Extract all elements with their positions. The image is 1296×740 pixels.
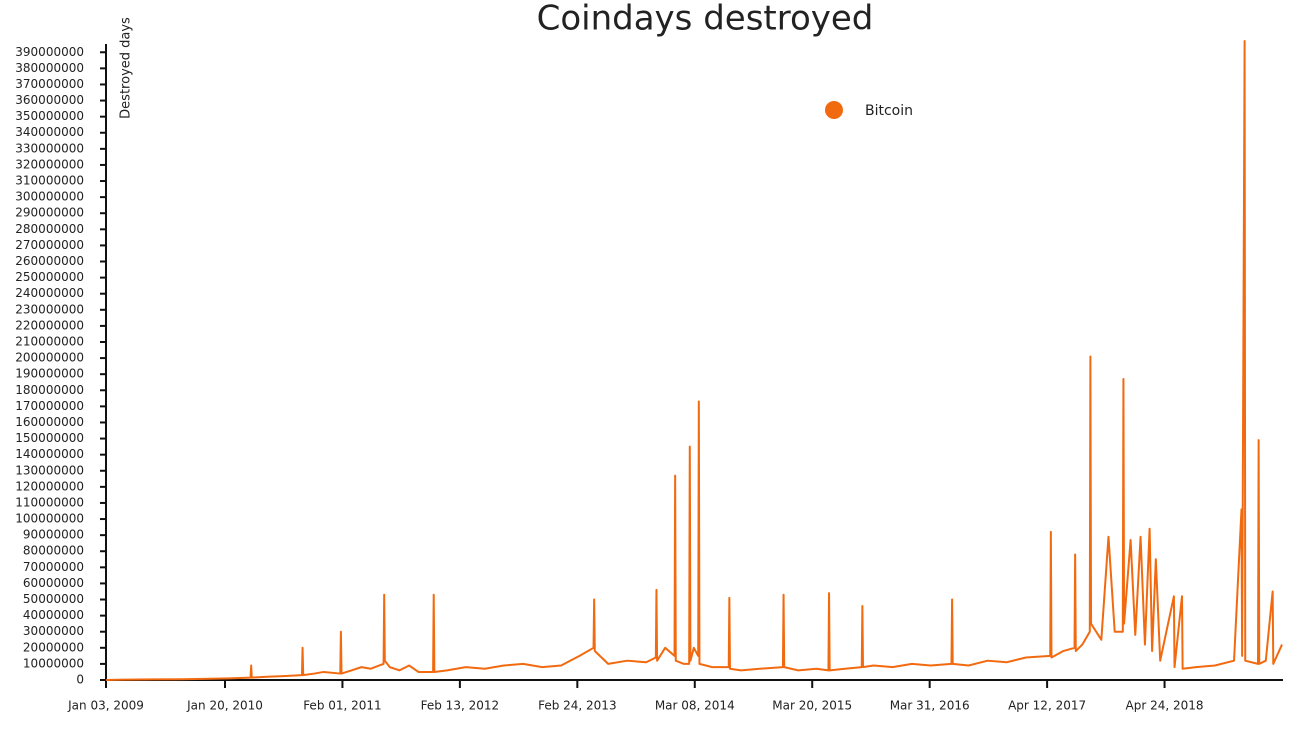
y-tick-label: 340000000 bbox=[15, 125, 84, 139]
legend-label: Bitcoin bbox=[865, 103, 913, 119]
y-tick-label: 30000000 bbox=[23, 624, 84, 638]
x-tick-label: Feb 01, 2011 bbox=[303, 699, 382, 713]
y-tick-label: 90000000 bbox=[23, 528, 84, 542]
y-tick-label: 120000000 bbox=[15, 479, 84, 493]
y-tick-label: 40000000 bbox=[23, 608, 84, 622]
y-tick-label: 200000000 bbox=[15, 351, 84, 365]
y-tick-label: 50000000 bbox=[23, 592, 84, 606]
y-tick-label: 320000000 bbox=[15, 157, 84, 171]
x-tick-label: Jan 20, 2010 bbox=[186, 699, 263, 713]
x-tick-label: Mar 20, 2015 bbox=[772, 699, 852, 713]
y-tick-label: 190000000 bbox=[15, 367, 84, 381]
x-tick-label: Feb 13, 2012 bbox=[421, 699, 500, 713]
x-tick-label: Apr 12, 2017 bbox=[1008, 699, 1086, 713]
y-axis-label: Destroyed days bbox=[119, 17, 134, 119]
y-tick-label: 380000000 bbox=[15, 61, 84, 75]
y-tick-label: 310000000 bbox=[15, 174, 84, 188]
x-tick-label: Jan 03, 2009 bbox=[67, 699, 144, 713]
y-tick-label: 0 bbox=[76, 673, 84, 687]
y-tick-label: 10000000 bbox=[23, 656, 84, 670]
y-tick-label: 160000000 bbox=[15, 415, 84, 429]
x-tick-label: Feb 24, 2013 bbox=[538, 699, 617, 713]
legend-marker bbox=[825, 101, 843, 119]
line bbox=[105, 40, 1283, 681]
y-tick-label: 60000000 bbox=[23, 576, 84, 590]
y-tick-label: 20000000 bbox=[23, 640, 84, 654]
y-tick-label: 290000000 bbox=[15, 206, 84, 220]
y-tick-label: 240000000 bbox=[15, 286, 84, 300]
y-tick-label: 250000000 bbox=[15, 270, 84, 284]
y-tick-label: 330000000 bbox=[15, 141, 84, 155]
y-tick-label: 300000000 bbox=[15, 190, 84, 204]
y-tick-label: 350000000 bbox=[15, 109, 84, 123]
y-tick-label: 150000000 bbox=[15, 431, 84, 445]
y-tick-label: 180000000 bbox=[15, 383, 84, 397]
y-tick-label: 110000000 bbox=[15, 495, 84, 509]
y-tick-label: 80000000 bbox=[23, 544, 84, 558]
y-tick-label: 360000000 bbox=[15, 93, 84, 107]
chart-title: Coindays destroyed bbox=[537, 0, 874, 39]
y-tick-label: 70000000 bbox=[23, 560, 84, 574]
x-tick-label: Apr 24, 2018 bbox=[1126, 699, 1204, 713]
x-tick-label: Mar 31, 2016 bbox=[890, 699, 970, 713]
y-tick-label: 210000000 bbox=[15, 334, 84, 348]
y-tick-label: 100000000 bbox=[15, 512, 84, 526]
y-tick-label: 280000000 bbox=[15, 222, 84, 236]
y-tick-label: 140000000 bbox=[15, 447, 84, 461]
y-tick-label: 370000000 bbox=[15, 77, 84, 91]
y-tick-label: 260000000 bbox=[15, 254, 84, 268]
y-tick-label: 130000000 bbox=[15, 463, 84, 477]
x-tick-label: Mar 08, 2014 bbox=[655, 699, 735, 713]
y-tick-label: 220000000 bbox=[15, 318, 84, 332]
y-tick-label: 230000000 bbox=[15, 302, 84, 316]
y-tick-label: 270000000 bbox=[15, 238, 84, 252]
y-tick-label: 170000000 bbox=[15, 399, 84, 413]
y-tick-label: 390000000 bbox=[15, 45, 84, 59]
